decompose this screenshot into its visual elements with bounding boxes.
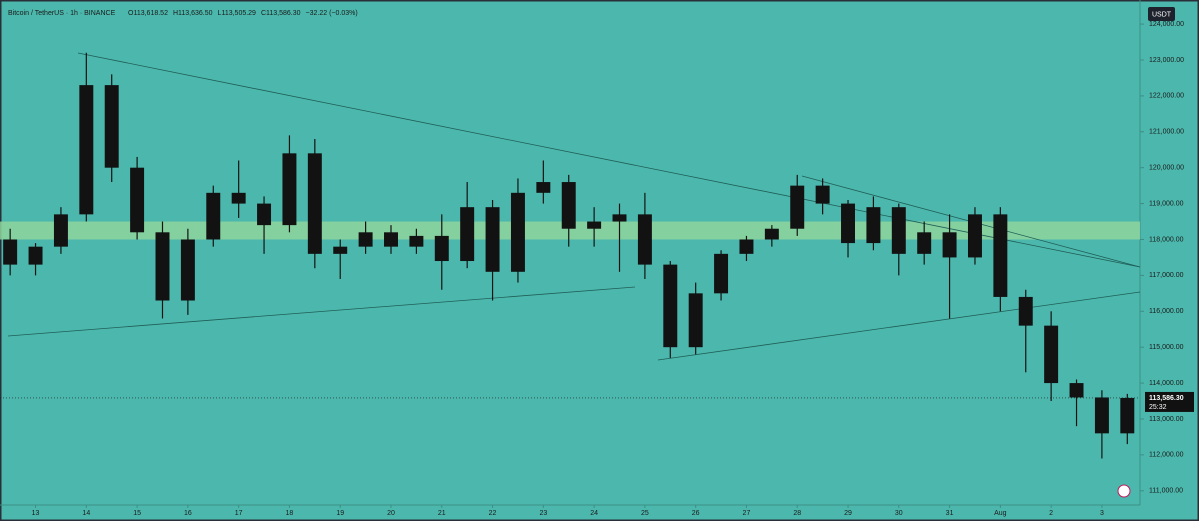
y-tick-label: 119,000.00: [1149, 200, 1184, 207]
candle-body: [155, 232, 170, 301]
y-tick-label: 121,000.00: [1149, 129, 1184, 136]
y-tick-label: 111,000.00: [1149, 488, 1183, 495]
candle-body: [257, 203, 272, 226]
candle-body: [993, 214, 1008, 297]
y-tick-label: 113,000.00: [1149, 416, 1184, 423]
candle-body: [663, 264, 678, 348]
candle-body: [3, 239, 18, 265]
x-tick-label: 19: [336, 510, 344, 517]
x-tick-label: 2: [1049, 510, 1053, 517]
y-tick-label: 116,000.00: [1149, 308, 1184, 315]
candle-body: [637, 214, 652, 265]
candle-body: [1120, 397, 1135, 434]
trend-line: [657, 291, 1141, 361]
y-tick-label: 115,000.00: [1149, 344, 1184, 351]
x-tick-label: 30: [895, 510, 903, 517]
candle-body: [28, 246, 43, 265]
x-tick-label: 17: [235, 510, 243, 517]
candle-body: [891, 207, 906, 254]
x-tick-label: 28: [793, 510, 801, 517]
y-tick-label: 124,000.00: [1149, 21, 1184, 28]
candle-body: [714, 253, 729, 294]
x-tick-label: 29: [844, 510, 852, 517]
candle-body: [510, 192, 525, 272]
x-tick-label: 24: [590, 510, 598, 517]
chart-title: Bitcoin / TetherUS · 1h · BINANCE: [8, 10, 116, 17]
x-tick-label: 23: [539, 510, 547, 517]
candle-body: [841, 203, 855, 244]
candle-body: [180, 239, 195, 301]
candle-body: [53, 214, 68, 247]
x-tick-label: 22: [489, 510, 497, 517]
x-tick-label: 31: [946, 510, 954, 517]
x-tick-label: 3: [1100, 510, 1104, 517]
trend-line: [7, 286, 636, 337]
candle-body: [1069, 383, 1084, 398]
alert-icon[interactable]: [1117, 484, 1131, 498]
candle-body: [307, 153, 322, 254]
x-tick-label: 14: [82, 510, 90, 517]
y-tick-label: 123,000.00: [1149, 57, 1184, 64]
x-tick-label: 21: [438, 510, 446, 517]
x-tick-label: 20: [387, 510, 395, 517]
currency-label[interactable]: USDT: [1152, 11, 1172, 18]
candle-body: [409, 235, 424, 247]
candle-body: [333, 246, 348, 254]
ohlc-label: H113,636.50: [173, 10, 213, 17]
currency-badge[interactable]: [1148, 7, 1175, 21]
x-tick-label: Aug: [994, 510, 1007, 517]
candle-body: [612, 214, 627, 222]
ohlc-label: O113,618.52: [128, 10, 168, 17]
candle-body: [561, 182, 576, 229]
x-tick-label: 27: [743, 510, 751, 517]
candle-body: [384, 232, 398, 247]
ohlc-label: L113,505.29: [218, 10, 257, 17]
candle-body: [917, 232, 932, 254]
candle-body: [790, 185, 805, 229]
last-price-box: [1145, 391, 1194, 412]
candle-body: [434, 235, 449, 262]
candle-body: [206, 192, 221, 240]
candle-body: [688, 293, 703, 348]
y-tick-label: 112,000.00: [1149, 452, 1184, 459]
y-tick-label: 117,000.00: [1149, 272, 1184, 279]
last-price-label: 113,586.30: [1149, 395, 1184, 402]
candle-body: [282, 153, 297, 226]
candle-body: [460, 207, 475, 262]
candle-body: [739, 239, 754, 254]
x-tick-label: 26: [692, 510, 700, 517]
x-tick-label: 13: [32, 510, 40, 517]
candle-body: [967, 214, 982, 258]
candle-body: [815, 185, 830, 204]
countdown-label: 25:32: [1149, 404, 1167, 411]
candle-body: [104, 85, 119, 168]
candle-body: [764, 228, 779, 240]
y-tick-label: 122,000.00: [1149, 93, 1184, 100]
trend-line: [77, 52, 1141, 268]
candle-body: [866, 207, 881, 244]
y-tick-label: 114,000.00: [1149, 380, 1184, 387]
candle-body: [536, 182, 551, 193]
candle-body: [130, 167, 145, 233]
candle-body: [1094, 397, 1109, 434]
y-tick-label: 120,000.00: [1149, 165, 1184, 172]
candle-body: [942, 232, 957, 258]
candle-body: [1018, 296, 1033, 326]
candle-body: [587, 221, 602, 229]
x-tick-label: 25: [641, 510, 649, 517]
candle-body: [231, 192, 246, 204]
ohlc-label: −32.22 (−0.03%): [306, 10, 358, 17]
candle-body: [79, 85, 94, 215]
y-tick-label: 118,000.00: [1149, 236, 1184, 243]
candle-body: [358, 232, 373, 247]
x-tick-label: 15: [133, 510, 141, 517]
x-tick-label: 16: [184, 510, 192, 517]
candle-body: [1044, 325, 1059, 384]
x-tick-label: 18: [286, 510, 294, 517]
candle-body: [485, 207, 500, 272]
ohlc-label: C113,586.30: [261, 10, 301, 17]
